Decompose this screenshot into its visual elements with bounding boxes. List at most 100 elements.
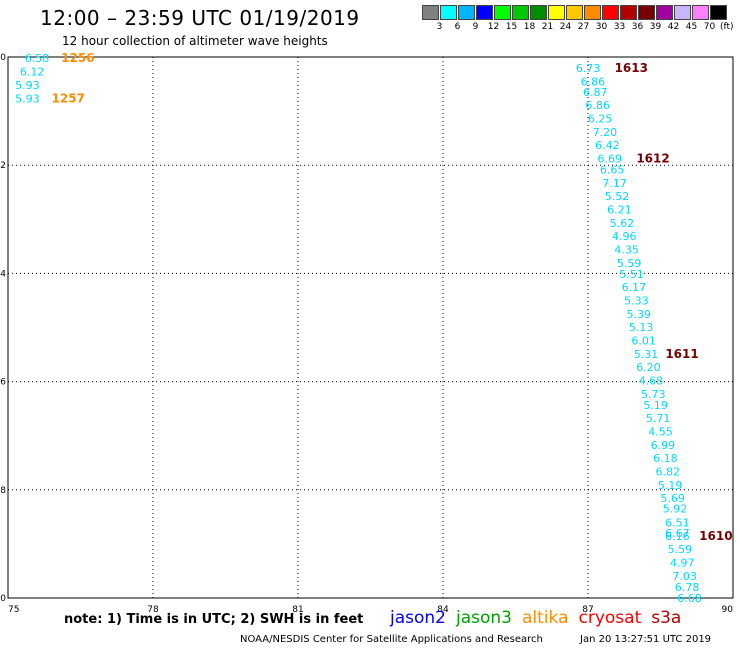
x-tick-label: 87 bbox=[582, 605, 593, 615]
legend-cryosat: cryosat bbox=[578, 608, 642, 628]
color-swatch bbox=[566, 5, 583, 20]
wave-height-value: 5.33 bbox=[624, 294, 649, 307]
wave-height-value: 6.17 bbox=[622, 281, 647, 294]
wave-height-value: 6.69 bbox=[598, 153, 623, 166]
y-tick-label: 0 bbox=[0, 53, 6, 63]
color-swatch bbox=[692, 5, 709, 20]
wave-height-value: 6.51 bbox=[665, 516, 690, 529]
wave-height-value: 6.68 bbox=[677, 592, 702, 605]
x-tick-label: 78 bbox=[147, 605, 159, 615]
y-tick-label: -10 bbox=[0, 594, 6, 604]
page-subtitle: 12 hour collection of altimeter wave hei… bbox=[62, 34, 328, 48]
legend-s3a: s3a bbox=[651, 608, 682, 628]
x-tick-label: 84 bbox=[437, 605, 449, 615]
wave-height-value: 5.62 bbox=[610, 217, 635, 230]
wave-height-value: 7.03 bbox=[672, 570, 697, 583]
color-swatch bbox=[458, 5, 475, 20]
color-swatch bbox=[548, 5, 565, 20]
wave-height-value: 5.51 bbox=[619, 268, 644, 281]
color-scale-value: 42 bbox=[667, 22, 680, 32]
color-swatch bbox=[656, 5, 673, 20]
wave-height-value: 5.92 bbox=[663, 503, 688, 516]
color-scale-value: 36 bbox=[631, 22, 644, 32]
footer-timestamp: Jan 20 13:27:51 UTC 2019 bbox=[580, 634, 712, 645]
time-label: 1611 bbox=[665, 347, 698, 361]
plot-frame bbox=[7, 56, 734, 599]
time-label: 1613 bbox=[615, 61, 648, 75]
y-tick-label: -2 bbox=[0, 161, 6, 171]
wave-height-value: 4.97 bbox=[670, 556, 695, 569]
wave-height-value: 4.96 bbox=[612, 230, 637, 243]
legend-altika: altika bbox=[522, 608, 569, 628]
wave-height-value: 7.20 bbox=[593, 126, 618, 139]
color-scale-value: 33 bbox=[613, 22, 626, 32]
footer-note: note: 1) Time is in UTC; 2) SWH is in fe… bbox=[64, 612, 364, 627]
color-swatch bbox=[620, 5, 637, 20]
legend-jason3: jason3 bbox=[456, 608, 512, 628]
color-swatch bbox=[638, 5, 655, 20]
wave-height-value: 6.21 bbox=[607, 204, 632, 217]
color-scale-value: 39 bbox=[649, 22, 662, 32]
page-title: 12:00 – 23:59 UTC 01/19/2019 bbox=[40, 6, 360, 30]
color-swatch bbox=[440, 5, 457, 20]
wave-height-value: 4.68 bbox=[639, 375, 664, 388]
wave-height-value: 5.69 bbox=[660, 492, 685, 505]
wave-height-value: 5.19 bbox=[658, 479, 683, 492]
wave-height-value: 7.17 bbox=[602, 177, 627, 190]
satellite-legend: jason2 jason3 altika cryosat s3a bbox=[390, 608, 691, 628]
wave-height-value: 6.86 bbox=[585, 99, 610, 112]
wave-height-value: 6.42 bbox=[595, 139, 620, 152]
wave-height-value: 6.78 bbox=[675, 581, 700, 594]
x-tick-label: 90 bbox=[722, 605, 734, 615]
wave-height-value: 5.19 bbox=[643, 399, 668, 412]
color-scale-value: 12 bbox=[487, 22, 500, 32]
color-scale-value: 6 bbox=[454, 22, 461, 32]
wave-height-value: 5.13 bbox=[629, 321, 654, 334]
wave-height-value: 6.86 bbox=[581, 75, 606, 88]
color-swatch bbox=[710, 5, 727, 20]
color-swatch bbox=[584, 5, 601, 20]
wave-height-value: 6.12 bbox=[20, 66, 45, 79]
wave-height-value: 6.73 bbox=[576, 62, 601, 75]
color-swatch bbox=[494, 5, 511, 20]
wave-height-value: 5.93 bbox=[15, 79, 40, 92]
color-swatch bbox=[602, 5, 619, 20]
wave-height-value: 5.71 bbox=[646, 412, 671, 425]
x-tick-label: 75 bbox=[8, 605, 19, 615]
wave-height-value: 6.16 bbox=[665, 530, 690, 543]
time-label: 1612 bbox=[636, 152, 669, 166]
y-tick-label: -4 bbox=[0, 269, 6, 279]
color-scale-value: 70 bbox=[703, 22, 716, 32]
wave-height-value: 6.82 bbox=[656, 465, 681, 478]
color-scale-value: 27 bbox=[577, 22, 590, 32]
color-scale-value: 21 bbox=[541, 22, 554, 32]
wave-height-value: 6.25 bbox=[588, 113, 613, 126]
color-swatch bbox=[512, 5, 529, 20]
color-scale-value: 3 bbox=[436, 22, 443, 32]
legend-jason2: jason2 bbox=[390, 608, 446, 628]
wave-height-value: 5.73 bbox=[641, 388, 666, 401]
wave-height-value: 5.39 bbox=[627, 308, 652, 321]
wave-height-value: 6.67 bbox=[665, 527, 690, 540]
wave-height-value: 4.55 bbox=[648, 425, 673, 438]
wave-height-value: 6.20 bbox=[636, 361, 661, 374]
wave-height-value: 5.93 bbox=[15, 93, 40, 106]
wave-height-value: 5.59 bbox=[668, 543, 693, 556]
wave-height-value: 6.99 bbox=[651, 439, 676, 452]
y-tick-label: -6 bbox=[0, 378, 6, 388]
color-scale-value: 15 bbox=[505, 22, 518, 32]
time-label: 1610 bbox=[699, 529, 732, 543]
wave-height-value: 5.59 bbox=[617, 257, 642, 270]
wave-height-value: 6.65 bbox=[600, 164, 625, 177]
color-scale-value: 9 bbox=[472, 22, 479, 32]
footer-credit: NOAA/NESDIS Center for Satellite Applica… bbox=[240, 634, 543, 645]
color-swatch bbox=[422, 5, 439, 20]
y-tick-label: -8 bbox=[0, 486, 6, 496]
color-scale-value: 45 bbox=[685, 22, 698, 32]
wave-height-value: 6.18 bbox=[653, 452, 678, 465]
color-swatch bbox=[674, 5, 691, 20]
wave-height-value: 6.58 bbox=[25, 52, 50, 65]
color-scale-value: 30 bbox=[595, 22, 608, 32]
x-tick-label: 81 bbox=[292, 605, 303, 615]
